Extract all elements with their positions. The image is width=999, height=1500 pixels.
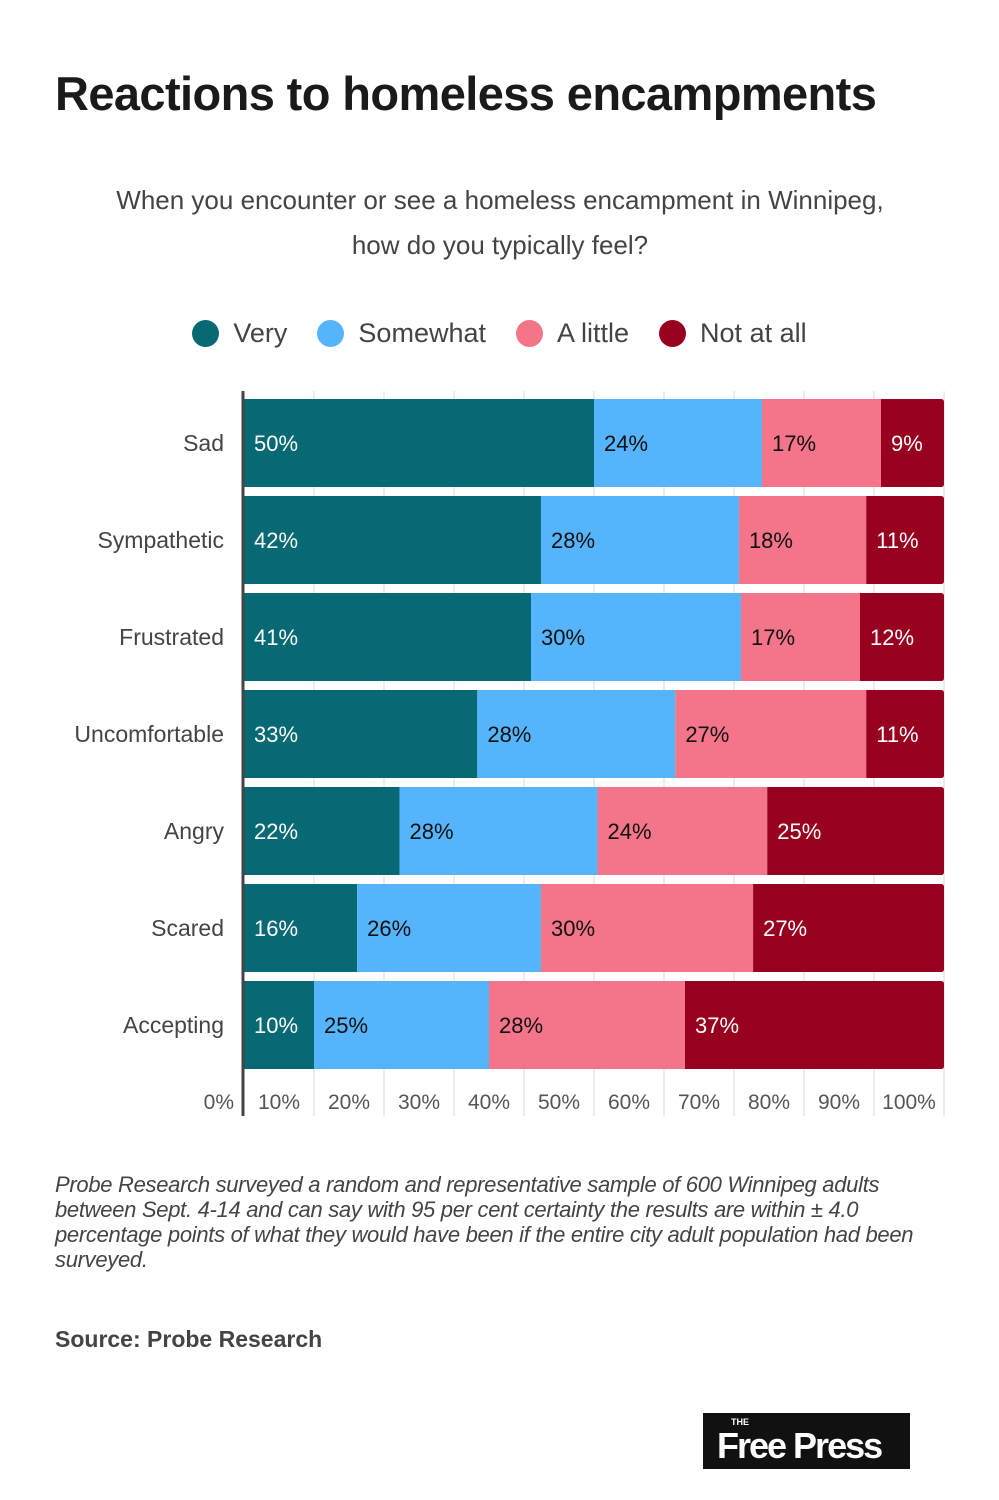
legend-label: Somewhat — [358, 318, 486, 348]
data-label: 41% — [254, 625, 298, 650]
x-tick-label: 0% — [204, 1091, 234, 1114]
data-label: 24% — [608, 819, 652, 844]
data-label: 25% — [777, 819, 821, 844]
bar-segment-very — [244, 496, 541, 584]
x-tick-label: 30% — [398, 1091, 440, 1114]
bar-segment-a-little — [738, 496, 867, 584]
bar-segment-not-at-all — [685, 981, 944, 1069]
bar-segment-not-at-all — [860, 593, 944, 681]
bar-segment-somewhat — [477, 690, 676, 778]
legend-dot-icon — [516, 320, 543, 347]
category-label: Scared — [151, 915, 224, 941]
logo-main-text: Free Press — [717, 1425, 883, 1466]
category-label: Uncomfortable — [74, 721, 224, 747]
category-label: Angry — [164, 818, 225, 844]
legend-label: A little — [557, 318, 630, 348]
data-label: 28% — [487, 722, 531, 747]
bar-segment-somewhat — [540, 496, 739, 584]
data-label: 22% — [254, 819, 298, 844]
data-label: 9% — [891, 431, 923, 456]
x-tick-label: 20% — [328, 1091, 370, 1114]
data-label: 50% — [254, 431, 298, 456]
chart-subtitle: When you encounter or see a homeless enc… — [40, 178, 960, 268]
data-label: 27% — [763, 916, 807, 941]
data-label: 17% — [751, 625, 795, 650]
bar-segment-not-at-all — [767, 787, 944, 875]
data-label: 11% — [876, 528, 918, 553]
data-label: 42% — [254, 528, 298, 553]
source-credit: Source: Probe Research — [55, 1326, 323, 1352]
data-label: 11% — [876, 722, 918, 747]
data-label: 24% — [604, 431, 648, 456]
legend-item-very[interactable]: Very — [192, 318, 287, 349]
legend-dot-icon — [192, 320, 220, 347]
data-label: 12% — [870, 625, 914, 650]
data-label: 37% — [695, 1013, 739, 1038]
x-tick-label: 70% — [678, 1091, 720, 1114]
data-label: 30% — [551, 916, 595, 941]
logo-small-text: THE — [731, 1417, 749, 1427]
bar-segment-somewhat — [399, 787, 598, 875]
methodology-note: Probe Research surveyed a random and rep… — [55, 1172, 914, 1272]
bar-segment-not-at-all — [881, 399, 944, 487]
subtitle-line-1: When you encounter or see a homeless enc… — [116, 185, 884, 215]
subtitle-line-2: how do you typically feel? — [351, 230, 649, 260]
bar-segment-a-little — [675, 690, 867, 778]
bar-segment-not-at-all — [753, 884, 944, 972]
legend-dot-icon — [659, 320, 687, 347]
legend-item-somewhat[interactable]: Somewhat — [317, 318, 486, 349]
free-press-logo: THE Free Press — [703, 1413, 910, 1469]
bar-segment-a-little — [597, 787, 768, 875]
stacked-bar-chart: 50% 24% 17% 9% Sad 42% 28% 18% 11% Sympathetic 41%… — [74, 391, 945, 1116]
data-label: 28% — [551, 528, 595, 553]
bar-segment-very — [244, 399, 594, 487]
category-label: Accepting — [123, 1012, 224, 1038]
bar-segment-somewhat — [357, 884, 541, 972]
data-label: 18% — [749, 528, 793, 553]
data-label: 17% — [772, 431, 816, 456]
data-label: 30% — [541, 625, 585, 650]
data-label: 25% — [324, 1013, 368, 1038]
bar-segment-a-little — [741, 593, 860, 681]
data-label: 27% — [685, 722, 729, 747]
data-label: 16% — [254, 916, 298, 941]
chart-title: Reactions to homeless encampments — [55, 67, 877, 120]
bar-segment-not-at-all — [866, 690, 944, 778]
bar-segment-a-little — [762, 399, 881, 487]
x-tick-label: 100% — [882, 1091, 936, 1114]
x-tick-label: 40% — [468, 1091, 510, 1114]
legend-label: Very — [233, 318, 288, 348]
x-tick-label: 90% — [818, 1091, 860, 1114]
legend-item-a-little[interactable]: A little — [516, 318, 629, 349]
legend-dot-icon — [317, 320, 345, 347]
data-label: 33% — [254, 722, 298, 747]
bar-segment-very — [244, 690, 478, 778]
data-label: 28% — [499, 1013, 543, 1038]
category-label: Frustrated — [119, 624, 224, 650]
x-tick-label: 50% — [538, 1091, 580, 1114]
bar-segment-somewhat — [531, 593, 741, 681]
x-tick-label: 10% — [258, 1091, 300, 1114]
bar-segment-a-little — [489, 981, 685, 1069]
x-tick-label: 80% — [748, 1091, 790, 1114]
bar-segment-very — [244, 884, 358, 972]
category-label: Sad — [183, 430, 224, 456]
data-label: 10% — [254, 1013, 298, 1038]
bar-segment-somewhat — [594, 399, 762, 487]
data-label: 26% — [367, 916, 411, 941]
category-label: Sympathetic — [97, 527, 224, 553]
bar-segment-somewhat — [314, 981, 489, 1069]
legend-item-not-at-all[interactable]: Not at all — [659, 318, 807, 349]
x-tick-label: 60% — [608, 1091, 650, 1114]
bar-segment-a-little — [540, 884, 754, 972]
bar-segment-very — [244, 787, 400, 875]
bar-segment-not-at-all — [866, 496, 944, 584]
data-label: 28% — [410, 819, 454, 844]
bar-segment-very — [244, 981, 314, 1069]
legend-label: Not at all — [700, 318, 807, 348]
chart-legend: Very Somewhat A little Not at all — [0, 318, 999, 349]
bar-segment-very — [244, 593, 531, 681]
